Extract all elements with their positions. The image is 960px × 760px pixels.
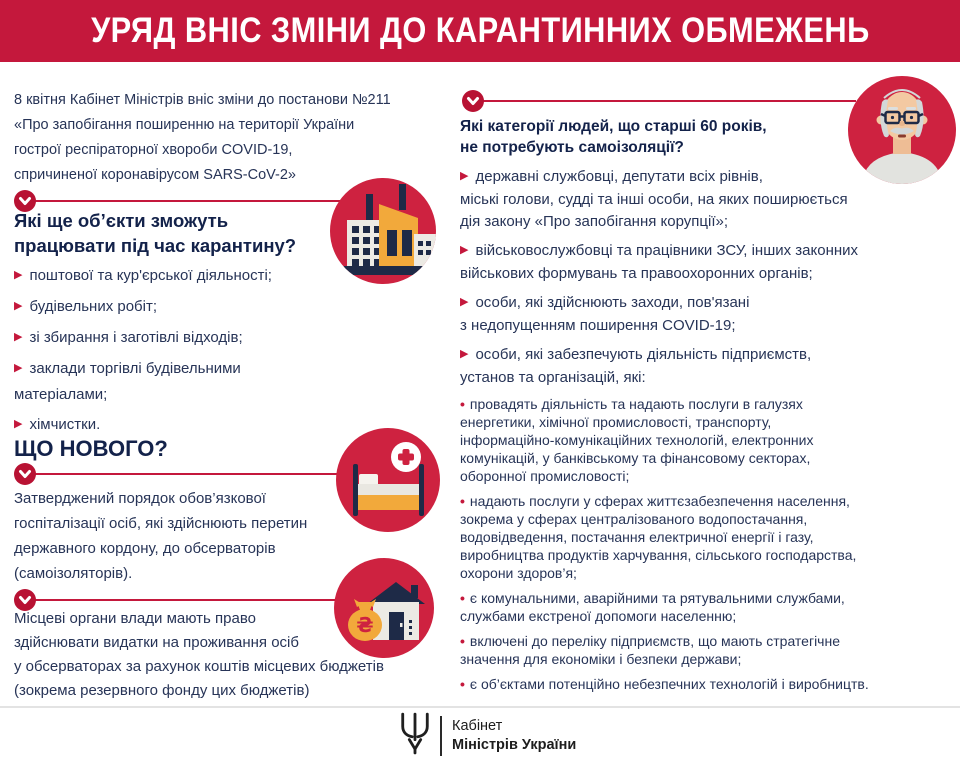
bullet-text: заклади торгівлі будівельними матеріалам… [14, 360, 241, 403]
header-banner: УРЯД ВНІС ЗМІНИ ДО КАРАНТИННИХ ОБМЕЖЕНЬ [0, 0, 960, 62]
bullet-text: військовослужбовці та працівники ЗСУ, ін… [460, 242, 859, 282]
dot-bullet-icon: • [460, 676, 465, 692]
triangle-bullet-icon: ▶ [14, 330, 23, 343]
dot-bullet-icon: • [460, 633, 465, 649]
elderly-man-icon [848, 76, 956, 189]
list-item: • є комунальними, аварійними та рятувальн… [460, 589, 948, 625]
list-item: ▶ державні службовці, депутати всіх рівні… [460, 166, 948, 233]
org-name-line2: Міністрів України [452, 736, 577, 753]
chevron-down-icon [14, 463, 36, 485]
dot-bullet-icon: • [460, 396, 465, 412]
bullet-text: будівельних робіт; [29, 298, 158, 315]
connector-line [34, 200, 340, 202]
triangle-bullet-icon: ▶ [14, 299, 23, 312]
triangle-bullet-icon: ▶ [460, 243, 469, 256]
objects-bullet-list: ▶ поштової та кур'єрської діяльності; ▶ бу… [14, 263, 450, 443]
bullet-text: провадять діяльність та надають послуги … [460, 396, 814, 484]
bullet-text: поштової та кур'єрської діяльності; [29, 267, 272, 284]
bullet-text: включені до переліку підприємств, що маю… [460, 633, 840, 667]
section-heading-objects: Які ще об’єкти зможуть працювати під час… [14, 210, 297, 256]
list-item: ▶ поштової та кур'єрської діяльності; [14, 263, 450, 289]
list-item: • надають послуги у сферах життєзабезпече… [460, 492, 948, 582]
triangle-bullet-icon: ▶ [14, 417, 23, 430]
list-item: ▶ хімчистки. [14, 412, 450, 438]
house-money-icon: ₴ [334, 558, 434, 663]
page-title: УРЯД ВНІС ЗМІНИ ДО КАРАНТИННИХ ОБМЕЖЕНЬ [90, 11, 870, 50]
hryvnia-symbol: ₴ [356, 613, 373, 637]
section-heading-whats-new: ЩО НОВОГО? [14, 436, 168, 461]
triangle-bullet-icon: ▶ [460, 347, 469, 360]
triangle-bullet-icon: ▶ [460, 295, 469, 308]
list-item: • провадять діяльність та надають послуги… [460, 395, 948, 485]
connector-line [34, 599, 336, 601]
bullet-text: є об’єктами потенційно небезпечних техно… [469, 676, 869, 692]
medical-cross-icon [391, 442, 421, 472]
list-item: • включені до переліку підприємств, що ма… [460, 632, 948, 668]
enterprise-sub-list: • провадять діяльність та надають послуги… [460, 395, 948, 700]
list-item: ▶ зі збирання і заготівлі відходів; [14, 325, 450, 351]
list-item: ▶ особи, які здійснюють заходи, пов'язані… [460, 292, 948, 337]
over-60-bullet-list: ▶ державні службовці, депутати всіх рівні… [460, 166, 948, 396]
bullet-text: надають послуги у сферах життєзабезпечен… [460, 493, 857, 581]
intro-paragraph: 8 квітня Кабінет Міністрів вніс зміни до… [14, 92, 391, 183]
footer-divider [0, 706, 960, 708]
bullet-text: хімчистки. [29, 416, 101, 433]
whats-new-paragraph: Місцеві органи влади мають право здійсню… [14, 610, 384, 699]
chevron-down-icon [14, 190, 36, 212]
whats-new-paragraph: Затверджений порядок обов’язкової госпіт… [14, 490, 308, 582]
trident-icon [398, 711, 432, 760]
cabinet-of-ministers-logo: Кабінет Міністрів України [398, 711, 576, 760]
bullet-text: є комунальними, аварійними та рятувальни… [460, 590, 845, 624]
list-item: • є об’єктами потенційно небезпечних техн… [460, 675, 948, 693]
chevron-down-icon [14, 589, 36, 611]
section-heading-over-60: Які категорії людей, що старші 60 років,… [460, 118, 767, 156]
list-item: ▶ заклади торгівлі будівельними матеріала… [14, 356, 450, 407]
chevron-down-icon [462, 90, 484, 112]
logo-divider [440, 715, 442, 756]
connector-line [482, 100, 856, 102]
bullet-text: зі збирання і заготівлі відходів; [29, 329, 243, 346]
triangle-bullet-icon: ▶ [460, 169, 469, 182]
list-item: ▶ особи, які забезпечують діяльність підп… [460, 344, 948, 389]
bullet-text: особи, які здійснюють заходи, пов'язані … [460, 294, 750, 334]
factory-icon [330, 178, 436, 289]
triangle-bullet-icon: ▶ [14, 268, 23, 281]
bullet-text: особи, які забезпечують діяльність підпр… [460, 346, 812, 386]
triangle-bullet-icon: ▶ [14, 361, 23, 374]
dot-bullet-icon: • [460, 493, 465, 509]
list-item: ▶ будівельних робіт; [14, 294, 450, 320]
org-name-line1: Кабінет [452, 717, 503, 734]
hospital-bed-icon [336, 428, 440, 537]
list-item: ▶ військовослужбовці та працівники ЗСУ, і… [460, 240, 948, 285]
dot-bullet-icon: • [460, 590, 465, 606]
connector-line [34, 473, 338, 475]
money-bag-icon: ₴ [348, 599, 382, 641]
bullet-text: державні службовці, депутати всіх рівнів… [460, 168, 848, 230]
